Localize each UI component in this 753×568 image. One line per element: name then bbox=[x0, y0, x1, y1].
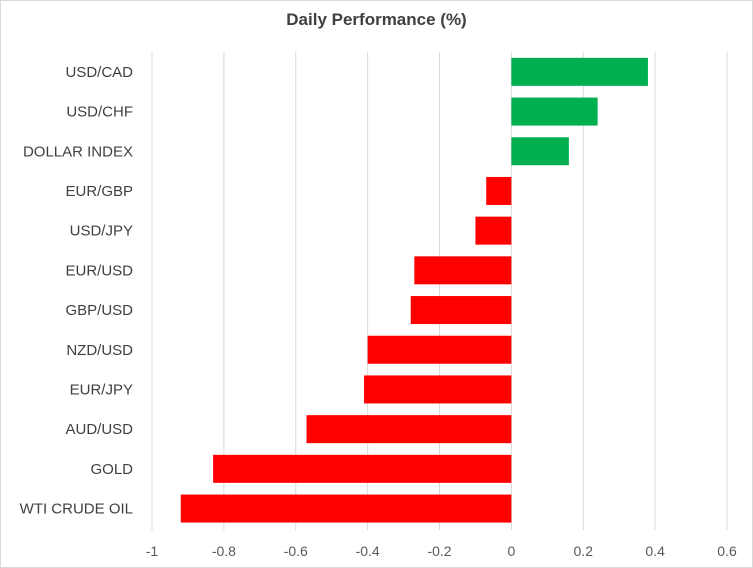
category-label: GOLD bbox=[90, 461, 133, 478]
x-tick-label: -0.8 bbox=[212, 543, 236, 559]
x-tick-label: -0.2 bbox=[427, 543, 451, 559]
x-tick-label: -0.6 bbox=[284, 543, 308, 559]
x-tick-label: 0.2 bbox=[574, 543, 594, 559]
bar-usd-jpy bbox=[475, 216, 512, 245]
x-tick-label: 0.6 bbox=[717, 543, 737, 559]
category-label: NZD/USD bbox=[66, 342, 133, 359]
bar-aud-usd bbox=[306, 415, 512, 444]
category-label: EUR/JPY bbox=[70, 381, 133, 398]
bar-gbp-usd bbox=[410, 296, 512, 325]
bar-usd-cad bbox=[511, 57, 648, 86]
category-label: EUR/USD bbox=[65, 262, 133, 279]
bar-eur-jpy bbox=[364, 375, 512, 404]
category-label: DOLLAR INDEX bbox=[23, 143, 133, 160]
x-tick-label: 0.4 bbox=[645, 543, 665, 559]
bar-dollar-index bbox=[511, 137, 569, 166]
chart-title: Daily Performance (%) bbox=[286, 10, 467, 29]
bar-wti-crude-oil bbox=[180, 494, 512, 523]
bar-gold bbox=[213, 454, 512, 483]
bar-nzd-usd bbox=[367, 335, 512, 364]
x-tick-label: 0 bbox=[507, 543, 515, 559]
bar-eur-gbp bbox=[486, 176, 512, 205]
category-label: USD/JPY bbox=[70, 223, 133, 240]
bar-usd-chf bbox=[511, 97, 598, 126]
x-tick-label: -1 bbox=[146, 543, 159, 559]
category-label: USD/CHF bbox=[66, 104, 133, 121]
x-tick-label: -0.4 bbox=[356, 543, 380, 559]
category-label: WTI CRUDE OIL bbox=[20, 501, 133, 518]
category-label: EUR/GBP bbox=[65, 183, 133, 200]
category-label: AUD/USD bbox=[65, 421, 133, 438]
bar-eur-usd bbox=[414, 256, 512, 285]
category-label: USD/CAD bbox=[65, 64, 133, 81]
category-label: GBP/USD bbox=[65, 302, 133, 319]
